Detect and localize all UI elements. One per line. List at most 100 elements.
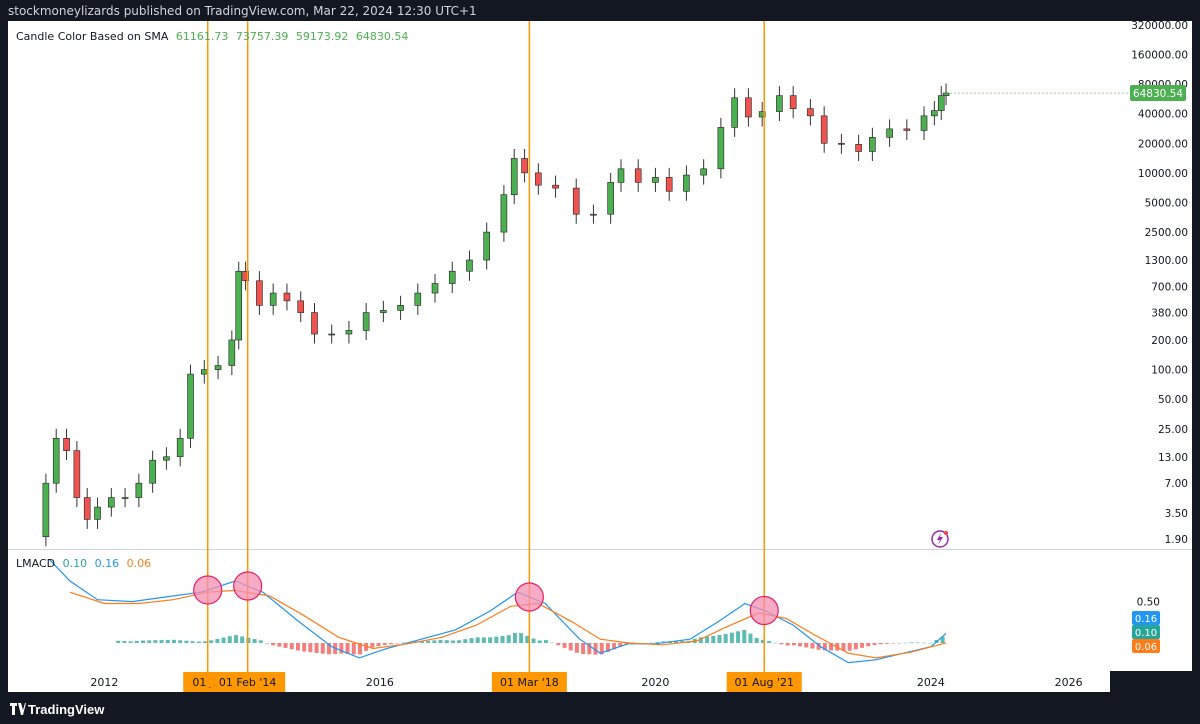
- tradingview-logo-icon[interactable]: [10, 703, 26, 717]
- histogram-bar: [190, 641, 195, 643]
- candle-body[interactable]: [483, 231, 490, 261]
- candle-body[interactable]: [256, 280, 263, 306]
- histogram-bar: [128, 641, 133, 643]
- legend-close: 64830.54: [355, 30, 409, 43]
- candle-body[interactable]: [521, 158, 528, 174]
- candle-body[interactable]: [311, 312, 318, 335]
- candle-body[interactable]: [345, 330, 353, 335]
- candle-body[interactable]: [214, 365, 222, 370]
- candle-body[interactable]: [731, 97, 738, 128]
- candle-body[interactable]: [362, 312, 370, 331]
- histogram-bar: [847, 643, 852, 651]
- histogram-bar: [401, 642, 406, 644]
- candle-body[interactable]: [789, 95, 797, 109]
- candle-body[interactable]: [903, 128, 911, 131]
- candle-body[interactable]: [466, 259, 473, 272]
- candle-body[interactable]: [807, 108, 814, 117]
- candle-body[interactable]: [149, 459, 156, 484]
- candle-body[interactable]: [269, 292, 277, 306]
- histogram-bar: [866, 643, 871, 647]
- candle-body[interactable]: [163, 456, 170, 461]
- histogram-bar: [209, 640, 214, 643]
- price-tick-label: 3.50: [1165, 508, 1188, 520]
- candle-body[interactable]: [590, 213, 597, 216]
- histogram-bar: [680, 640, 685, 643]
- candle-body[interactable]: [758, 111, 766, 118]
- candle-body[interactable]: [108, 497, 115, 508]
- candle-body[interactable]: [869, 136, 876, 152]
- sub-legend: LMACD 0.10 0.16 0.06: [16, 557, 155, 570]
- candle-body[interactable]: [931, 110, 938, 117]
- candle-body[interactable]: [228, 339, 236, 366]
- price-panel[interactable]: [8, 21, 1110, 549]
- candle-body[interactable]: [683, 174, 690, 192]
- candle-body[interactable]: [535, 172, 542, 186]
- candle-body[interactable]: [700, 168, 707, 176]
- candle-body[interactable]: [855, 144, 862, 152]
- histogram-bar: [339, 643, 344, 654]
- candle-body[interactable]: [297, 300, 305, 313]
- candle-body[interactable]: [717, 127, 725, 170]
- histogram-bar: [568, 643, 573, 651]
- candle-body[interactable]: [63, 438, 70, 451]
- histogram-bar: [469, 638, 474, 643]
- histogram-bar: [587, 643, 592, 655]
- indicator-panel[interactable]: [8, 550, 1110, 672]
- histogram-bar: [736, 631, 741, 643]
- candle-body[interactable]: [838, 142, 845, 145]
- histogram-bar: [444, 640, 449, 643]
- price-tick-label: 10000.00: [1138, 168, 1188, 180]
- candle-body[interactable]: [328, 333, 336, 336]
- legend-high: 73757.39: [235, 30, 289, 43]
- histogram-bar: [345, 643, 350, 655]
- histogram-bar: [388, 643, 393, 645]
- candle-body[interactable]: [776, 95, 783, 112]
- candle-body[interactable]: [552, 184, 559, 189]
- candle-body[interactable]: [665, 177, 673, 192]
- footer-brand[interactable]: TradingView: [28, 702, 105, 717]
- candle-body[interactable]: [135, 482, 143, 498]
- candle-body[interactable]: [200, 369, 208, 375]
- price-axis[interactable]: [1110, 21, 1192, 671]
- crossover-circle: [193, 575, 223, 605]
- candle-body[interactable]: [94, 506, 101, 520]
- candle-body[interactable]: [187, 373, 194, 439]
- candle-body[interactable]: [52, 438, 60, 484]
- candle-body[interactable]: [283, 292, 291, 302]
- candle-body[interactable]: [414, 292, 422, 306]
- candle-body[interactable]: [617, 168, 625, 183]
- candle-body[interactable]: [920, 115, 928, 131]
- candle-body[interactable]: [448, 270, 456, 284]
- histogram-bar: [674, 641, 679, 643]
- candle-body[interactable]: [745, 97, 752, 118]
- candle-body[interactable]: [500, 194, 508, 233]
- candle-body[interactable]: [820, 115, 828, 144]
- price-tick-label: 200.00: [1151, 335, 1188, 347]
- histogram-bar: [748, 633, 753, 643]
- candle-body[interactable]: [397, 305, 404, 311]
- histogram-bar: [178, 640, 183, 643]
- candle-body[interactable]: [83, 497, 91, 520]
- candle-body[interactable]: [510, 158, 518, 195]
- candle-body[interactable]: [634, 168, 642, 183]
- candle-body[interactable]: [937, 95, 945, 111]
- candle-body[interactable]: [607, 182, 614, 215]
- candle-body[interactable]: [42, 482, 50, 538]
- candle-body[interactable]: [652, 177, 659, 183]
- candle-body[interactable]: [431, 283, 439, 294]
- candle-body[interactable]: [886, 128, 893, 138]
- candle-body[interactable]: [121, 497, 129, 499]
- candle-body[interactable]: [572, 187, 580, 215]
- histogram-bar: [227, 636, 232, 643]
- candle-body[interactable]: [242, 270, 249, 282]
- price-tick-label: 160000.00: [1131, 49, 1188, 61]
- candle-body[interactable]: [380, 310, 387, 313]
- histogram-bar: [481, 637, 486, 643]
- lightning-icon[interactable]: [931, 530, 949, 548]
- candle-body[interactable]: [235, 270, 243, 341]
- histogram-bar: [754, 637, 759, 643]
- candle-body[interactable]: [73, 450, 81, 498]
- histogram-bar: [264, 643, 269, 644]
- candle-body[interactable]: [942, 92, 950, 96]
- candle-body[interactable]: [176, 438, 184, 458]
